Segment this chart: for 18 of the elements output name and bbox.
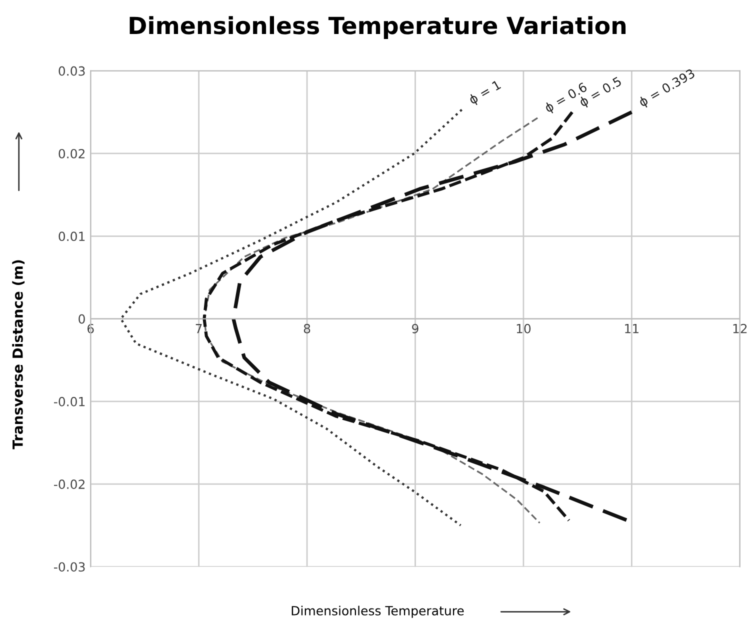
chart-title: Dimensionless Temperature Variation (130, 16, 626, 39)
x-tick-label: 8 (304, 324, 310, 334)
y-axis-title: Transverse Distance (m) (12, 260, 25, 450)
y-tick-label: 0.03 (58, 66, 85, 76)
y-tick-label: -0.02 (54, 480, 84, 489)
line-series (120, 108, 463, 527)
y-tick-label: -0.01 (54, 396, 85, 406)
x-tick-label: 10 (516, 324, 531, 334)
text: ϕ = 1 (468, 80, 502, 107)
x-tick-label: 11 (625, 324, 638, 334)
x-tick-label: 7 (196, 324, 202, 334)
y-tick-label: 0.02 (58, 148, 84, 158)
y-tick-label: 0.01 (58, 232, 85, 242)
y-tick-label: 0 (78, 314, 85, 324)
y-tick-label: -0.03 (54, 562, 85, 572)
x-tick-label: 9 (412, 324, 418, 334)
x-tick-label: 12 (733, 324, 747, 334)
x-axis-title: Dimensionless Temperature (292, 606, 464, 618)
